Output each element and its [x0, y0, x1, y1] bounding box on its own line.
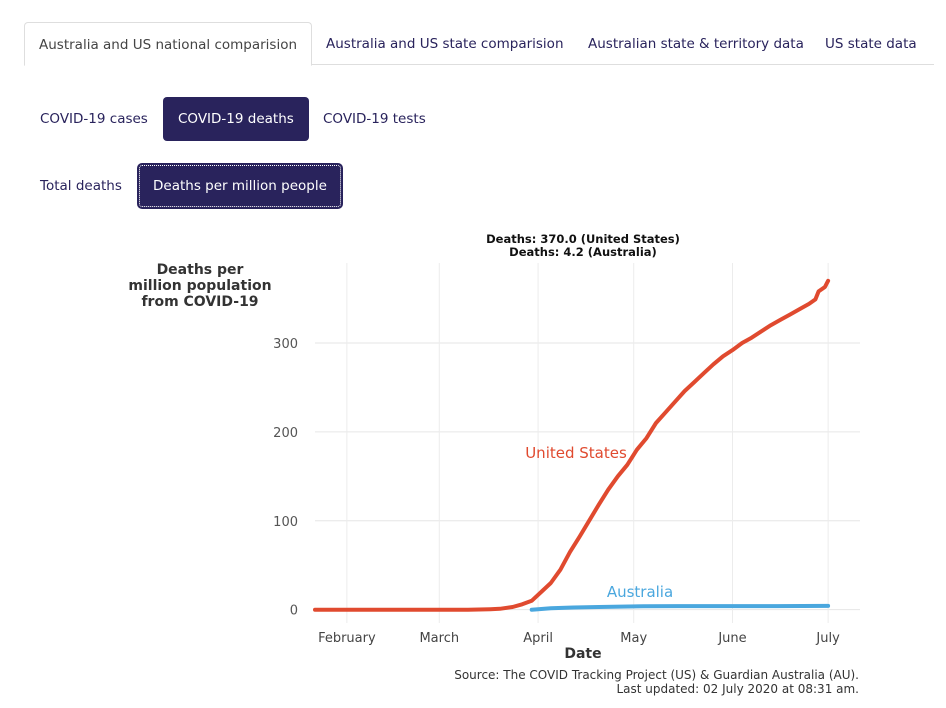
- x-tick-label: July: [815, 631, 840, 646]
- y-axis-label-line-2: million population: [128, 278, 271, 294]
- y-axis-ticks: 0 100 200 300: [273, 337, 298, 619]
- x-tick-label: April: [523, 631, 553, 646]
- x-tick-label: May: [620, 631, 647, 646]
- x-tick-label: February: [318, 631, 376, 646]
- y-tick-label: 300: [273, 337, 298, 352]
- deaths-per-million-button[interactable]: Deaths per million people: [138, 164, 342, 208]
- covid-deaths-button[interactable]: COVID-19 deaths: [163, 97, 309, 141]
- series-line-australia: [529, 603, 831, 612]
- series-line-us: [313, 278, 831, 612]
- tab-national-comparison[interactable]: Australia and US national comparision: [24, 22, 313, 66]
- tab-australian-states[interactable]: Australian state & territory data: [588, 36, 804, 52]
- y-tick-label: 200: [273, 426, 298, 441]
- tab-bar: Australia and US national comparision Au…: [24, 22, 934, 66]
- x-axis-ticks: February March April May June July: [318, 631, 840, 646]
- x-axis-label: Date: [564, 646, 601, 662]
- series-label-australia: Australia: [607, 583, 673, 601]
- series-lines: [313, 278, 831, 612]
- x-tick-label: March: [419, 631, 459, 646]
- deaths-per-million-chart: 0 100 200 300 February March April May June July…: [128, 232, 860, 696]
- grid-lines: [315, 263, 860, 623]
- tab-us-states[interactable]: US state data: [825, 36, 917, 52]
- tooltip-line-australia: Deaths: 4.2 (Australia): [509, 245, 657, 259]
- tooltip-line-us: Deaths: 370.0 (United States): [486, 232, 680, 246]
- total-deaths-button[interactable]: Total deaths: [40, 178, 122, 194]
- covid-tests-button[interactable]: COVID-19 tests: [323, 111, 426, 127]
- series-label-us: United States: [525, 444, 627, 462]
- covid-cases-button[interactable]: COVID-19 cases: [40, 111, 148, 127]
- source-line: Source: The COVID Tracking Project (US) …: [454, 668, 859, 682]
- y-tick-label: 0: [290, 604, 298, 619]
- tab-state-comparison[interactable]: Australia and US state comparision: [326, 36, 564, 52]
- y-axis-label-line-3: from COVID-19: [141, 294, 258, 310]
- y-tick-label: 100: [273, 515, 298, 530]
- x-tick-label: June: [717, 631, 746, 646]
- last-updated-line: Last updated: 02 July 2020 at 08:31 am.: [616, 682, 859, 696]
- y-axis-label-line-1: Deaths per: [157, 262, 244, 278]
